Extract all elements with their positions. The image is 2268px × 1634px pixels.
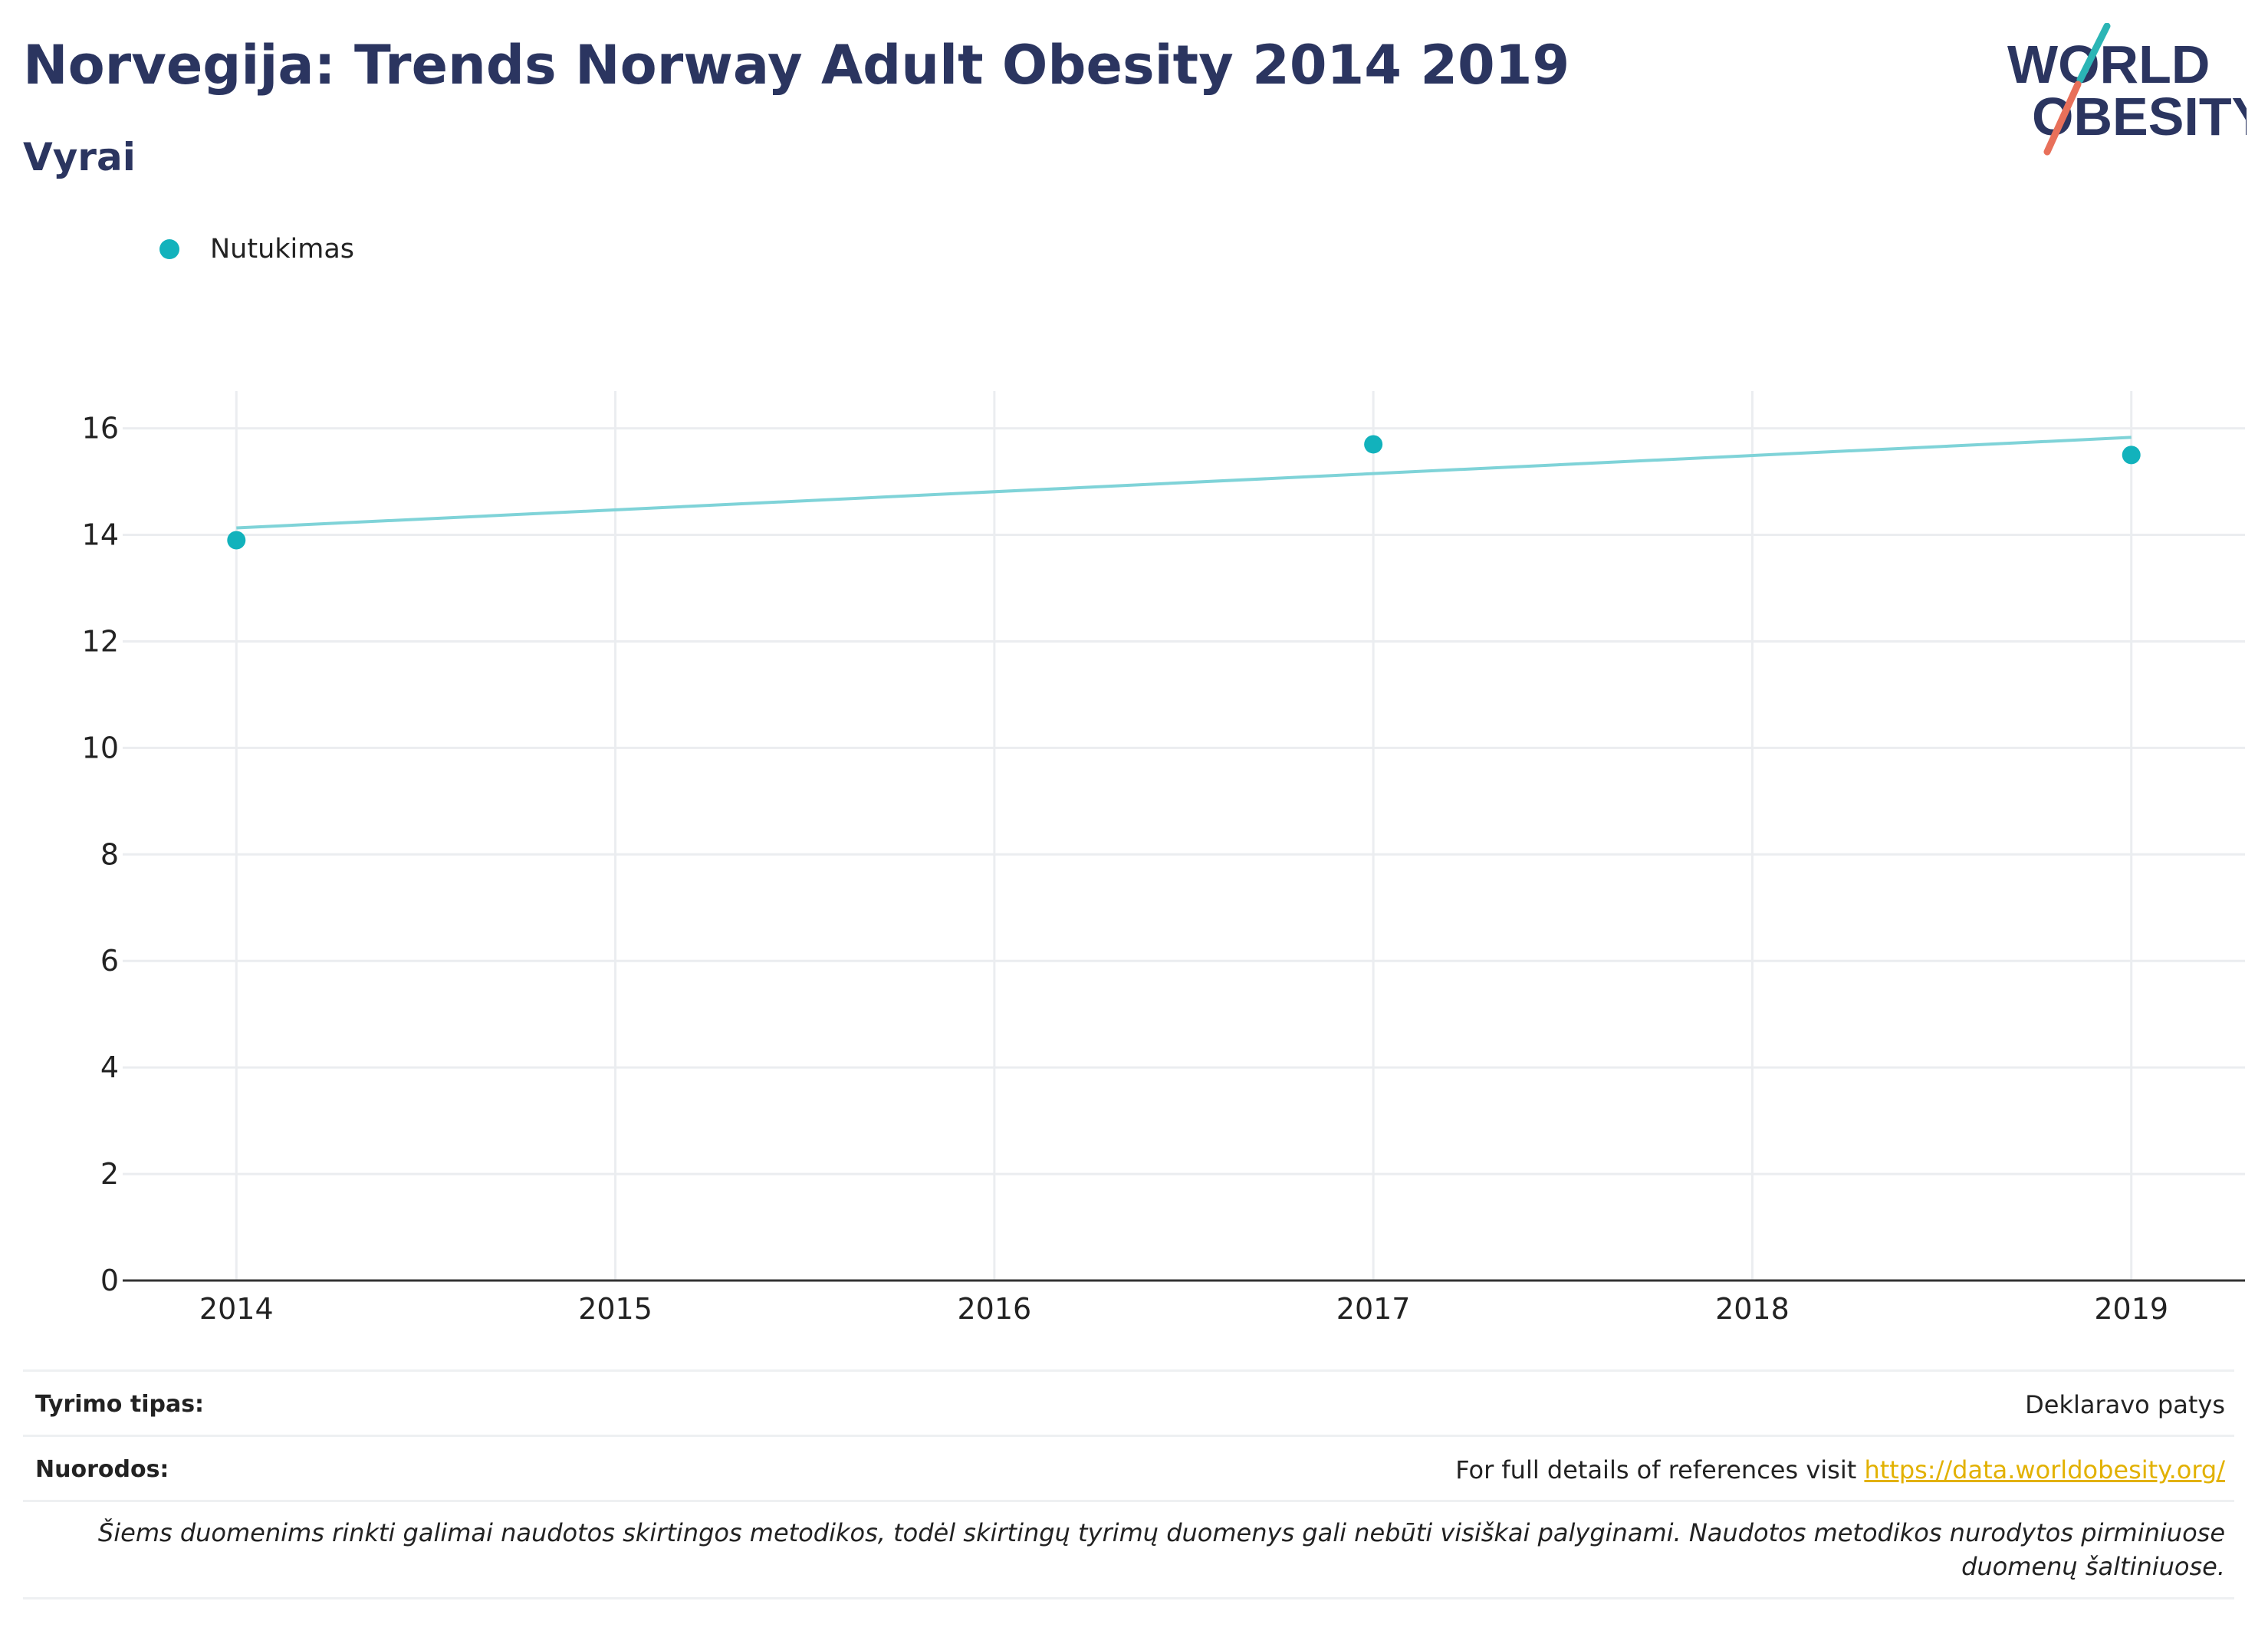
y-tick-label-16: 16: [82, 412, 119, 445]
x-tick-label-2015: 2015: [578, 1292, 652, 1326]
legend-marker: [159, 239, 179, 259]
legend-label-nutukimas[interactable]: Nutukimas: [210, 234, 355, 265]
y-tick-label-12: 12: [82, 624, 119, 658]
survey-type-row: Tyrimo tipas: Deklaravo patys: [23, 1369, 2234, 1435]
y-tick-label-8: 8: [100, 837, 119, 871]
methodology-note: Šiems duomenims rinkti galimai naudotos …: [97, 1518, 2225, 1581]
page-subtitle: Vyrai: [23, 135, 136, 179]
logo-slash-bottom: [2043, 81, 2082, 156]
x-tick-label-2019: 2019: [2094, 1292, 2168, 1326]
chart-grid: [123, 391, 2245, 1281]
chart-legend: Nutukimas: [159, 230, 354, 268]
logo-line1: WORLD: [2007, 35, 2210, 94]
x-tick-label-2014: 2014: [199, 1292, 274, 1326]
chart-tick-labels: 0 2 4 6 8 10 12 14 16 2014 2015 2016 2017 2018 2019: [82, 412, 2168, 1326]
references-link[interactable]: https://data.worldobesity.org/: [1864, 1455, 2225, 1484]
y-tick-label-0: 0: [100, 1264, 119, 1297]
x-tick-label-2016: 2016: [957, 1292, 1031, 1326]
survey-type-label: Tyrimo tipas:: [35, 1391, 205, 1418]
footer-table: Tyrimo tipas: Deklaravo patys Nuorodos: …: [23, 1369, 2234, 1599]
y-tick-label-10: 10: [82, 731, 119, 764]
references-label: Nuorodos:: [35, 1456, 169, 1483]
logo-line2: OBESITY: [2032, 87, 2247, 146]
world-obesity-logo: WORLD OBESITY: [2007, 23, 2247, 156]
chart-marks: [227, 435, 2141, 550]
y-tick-label-2: 2: [100, 1157, 119, 1191]
trend-line: [236, 436, 2132, 530]
references-row: Nuorodos: For full details of references…: [23, 1435, 2234, 1500]
data-point-2014: [227, 531, 246, 550]
x-tick-label-2018: 2018: [1715, 1292, 1790, 1326]
page-title: Norvegija: Trends Norway Adult Obesity 2…: [23, 34, 1570, 97]
y-tick-label-6: 6: [100, 944, 119, 978]
data-point-2019: [2122, 445, 2141, 465]
y-tick-label-14: 14: [82, 518, 119, 552]
chart-plot: 0 2 4 6 8 10 12 14 16 2014 2015 2016 2017 2018 2019: [82, 391, 2245, 1326]
references-text: For full details of references visit: [1455, 1455, 1865, 1484]
survey-type-value: Deklaravo patys: [2025, 1390, 2225, 1419]
methodology-note-row: Šiems duomenims rinkti galimai naudotos …: [23, 1500, 2234, 1599]
x-tick-label-2017: 2017: [1336, 1292, 1411, 1326]
data-point-2017: [1364, 435, 1383, 454]
logo-slash-top: [2076, 23, 2111, 84]
references-value: For full details of references visit htt…: [1455, 1455, 2225, 1484]
y-tick-label-4: 4: [100, 1050, 119, 1084]
